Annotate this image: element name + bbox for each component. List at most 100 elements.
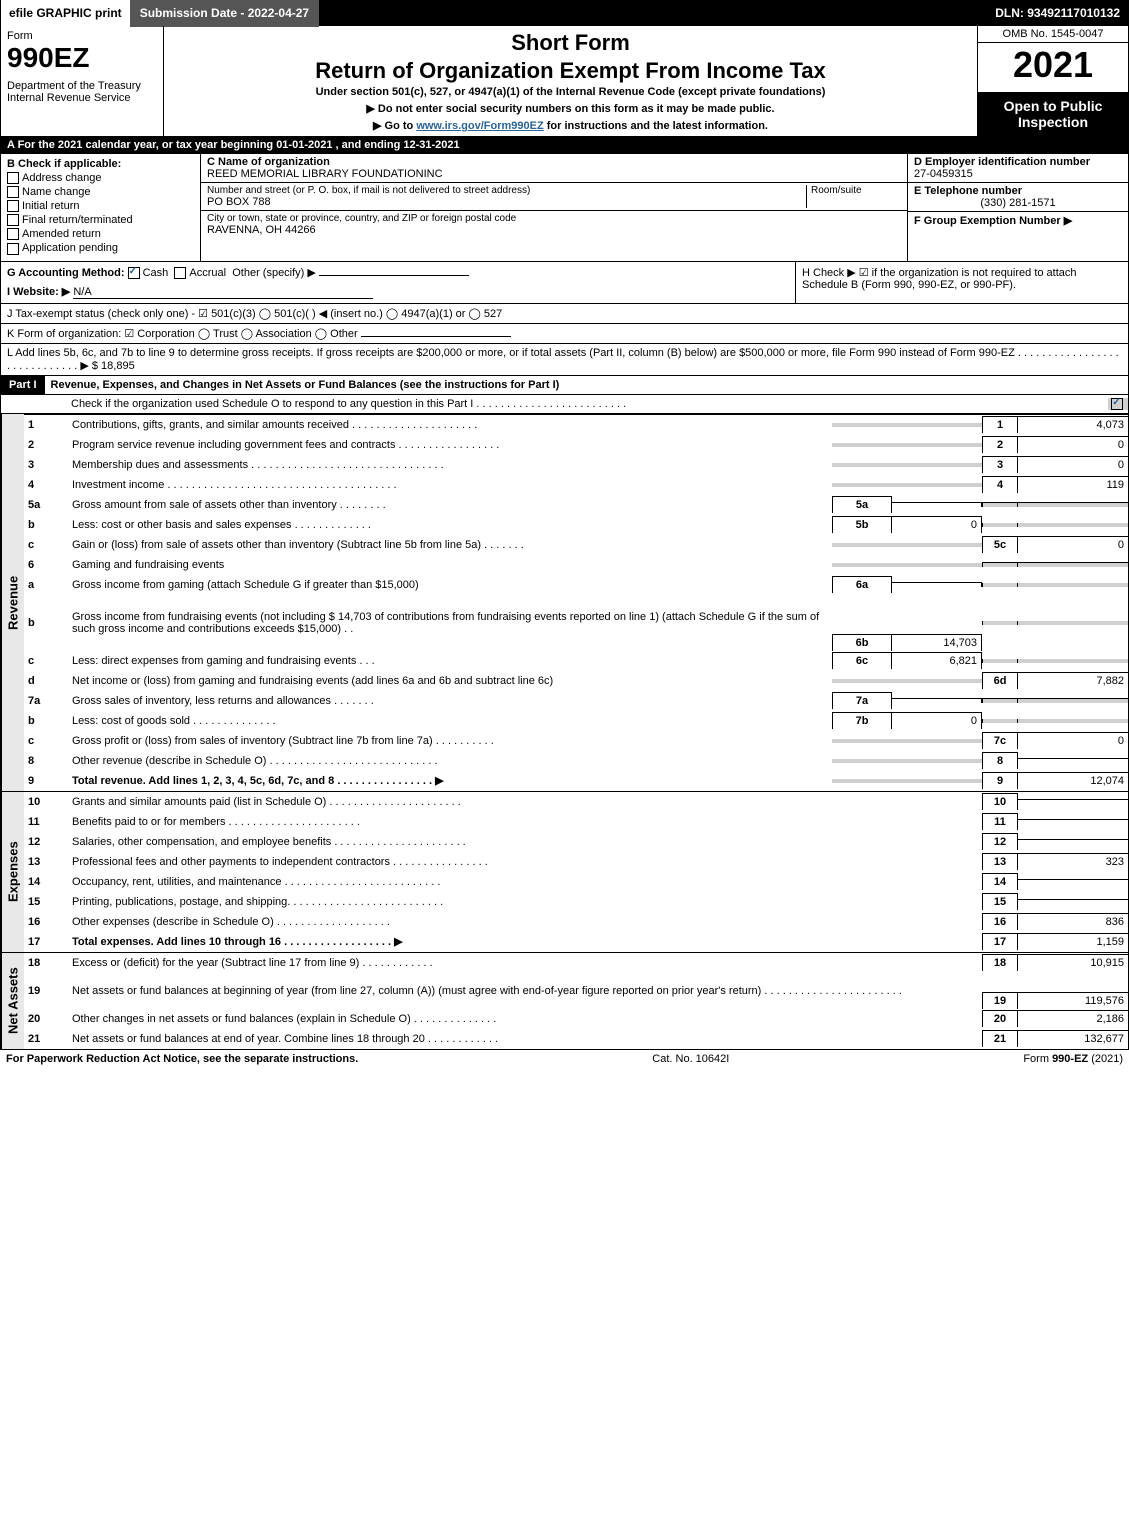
org-name-label: C Name of organization xyxy=(207,156,901,168)
section-b-title: B Check if applicable: xyxy=(7,158,194,170)
line-15: 15 Printing, publications, postage, and … xyxy=(24,892,1128,912)
tel-label: E Telephone number xyxy=(914,185,1122,197)
ein-label: D Employer identification number xyxy=(914,156,1122,168)
tax-year: 2021 xyxy=(978,43,1128,87)
line-7c: c Gross profit or (loss) from sales of i… xyxy=(24,731,1128,751)
omb-number: OMB No. 1545-0047 xyxy=(978,26,1128,43)
section-d-e-f: D Employer identification number 27-0459… xyxy=(908,154,1128,261)
line-7a: 7a Gross sales of inventory, less return… xyxy=(24,691,1128,711)
revenue-table: Revenue 1 Contributions, gifts, grants, … xyxy=(0,414,1129,792)
efile-print-label[interactable]: efile GRAPHIC print xyxy=(1,0,130,27)
section-a-tax-year: A For the 2021 calendar year, or tax yea… xyxy=(0,137,1129,154)
accrual-label: Accrual xyxy=(189,267,226,279)
room-label: Room/suite xyxy=(811,185,901,196)
cat-number: Cat. No. 10642I xyxy=(652,1053,729,1065)
dln-number: DLN: 93492117010132 xyxy=(987,4,1128,22)
netassets-table: Net Assets 18 Excess or (deficit) for th… xyxy=(0,953,1129,1050)
efile-topbar: efile GRAPHIC print Submission Date - 20… xyxy=(0,0,1129,26)
cash-label: Cash xyxy=(143,267,169,279)
part1-schedule-o-checkbox[interactable] xyxy=(1108,398,1128,410)
accounting-method-label: G Accounting Method: xyxy=(7,267,125,279)
form-meta-block: OMB No. 1545-0047 2021 Open to Public In… xyxy=(977,26,1128,136)
paperwork-notice: For Paperwork Reduction Act Notice, see … xyxy=(6,1053,358,1065)
section-l-gross-receipts: L Add lines 5b, 6c, and 7b to line 9 to … xyxy=(0,344,1129,376)
line-3: 3 Membership dues and assessments . . . … xyxy=(24,455,1128,475)
chk-initial-return[interactable]: Initial return xyxy=(7,200,194,212)
other-org-input[interactable] xyxy=(361,336,511,337)
form-header: Form 990EZ Department of the Treasury In… xyxy=(0,26,1129,137)
section-g-h: G Accounting Method: Cash Accrual Other … xyxy=(0,262,1129,304)
line-17: 17 Total expenses. Add lines 10 through … xyxy=(24,932,1128,952)
line-6d: d Net income or (loss) from gaming and f… xyxy=(24,671,1128,691)
goto-post: for instructions and the latest informat… xyxy=(544,120,768,132)
line-8: 8 Other revenue (describe in Schedule O)… xyxy=(24,751,1128,771)
line-16: 16 Other expenses (describe in Schedule … xyxy=(24,912,1128,932)
line-1-val: 4,073 xyxy=(1018,416,1128,433)
line-1-num: 1 xyxy=(24,417,68,433)
part1-check-text: Check if the organization used Schedule … xyxy=(1,395,1108,413)
submission-date: Submission Date - 2022-04-27 xyxy=(130,0,319,27)
line-10: 10 Grants and similar amounts paid (list… xyxy=(24,792,1128,812)
form-number: 990EZ xyxy=(7,42,157,74)
line-12: 12 Salaries, other compensation, and emp… xyxy=(24,832,1128,852)
ein-value: 27-0459315 xyxy=(914,168,1122,180)
org-name: REED MEMORIAL LIBRARY FOUNDATIONINC xyxy=(207,168,901,180)
do-not-enter-ssn: ▶ Do not enter social security numbers o… xyxy=(168,102,973,115)
chk-name-change[interactable]: Name change xyxy=(7,186,194,198)
city-label: City or town, state or province, country… xyxy=(207,213,901,224)
line-11: 11 Benefits paid to or for members . . .… xyxy=(24,812,1128,832)
section-c-org: C Name of organization REED MEMORIAL LIB… xyxy=(201,154,908,261)
irs-label: Internal Revenue Service xyxy=(7,92,157,104)
section-h: H Check ▶ ☑ if the organization is not r… xyxy=(795,262,1128,303)
org-info-grid: B Check if applicable: Address change Na… xyxy=(0,154,1129,262)
chk-final-return[interactable]: Final return/terminated xyxy=(7,214,194,226)
group-exemption-label: F Group Exemption Number ▶ xyxy=(914,214,1122,227)
revenue-side-label: Revenue xyxy=(1,414,24,791)
line-4: 4 Investment income . . . . . . . . . . … xyxy=(24,475,1128,495)
form-id-block: Form 990EZ Department of the Treasury In… xyxy=(1,26,164,136)
line-21: 21 Net assets or fund balances at end of… xyxy=(24,1029,1128,1049)
open-public-badge: Open to Public Inspection xyxy=(978,92,1128,136)
other-specify-label: Other (specify) ▶ xyxy=(232,267,316,279)
chk-application-pending[interactable]: Application pending xyxy=(7,242,194,254)
street-label: Number and street (or P. O. box, if mail… xyxy=(207,185,806,196)
line-14: 14 Occupancy, rent, utilities, and maint… xyxy=(24,872,1128,892)
form-ref: Form 990-EZ (2021) xyxy=(1023,1053,1123,1065)
section-g: G Accounting Method: Cash Accrual Other … xyxy=(1,262,795,303)
form-title-block: Short Form Return of Organization Exempt… xyxy=(164,26,977,136)
line-19: 19 Net assets or fund balances at beginn… xyxy=(24,973,1128,1009)
irs-link[interactable]: www.irs.gov/Form990EZ xyxy=(416,120,543,132)
goto-pre: ▶ Go to xyxy=(373,120,416,132)
line-5b: b Less: cost or other basis and sales ex… xyxy=(24,515,1128,535)
section-k-text: K Form of organization: ☑ Corporation ◯ … xyxy=(7,328,358,340)
line-13: 13 Professional fees and other payments … xyxy=(24,852,1128,872)
chk-amended-return[interactable]: Amended return xyxy=(7,228,194,240)
expenses-table: Expenses 10 Grants and similar amounts p… xyxy=(0,792,1129,953)
dept-treasury: Department of the Treasury xyxy=(7,80,157,92)
other-specify-input[interactable] xyxy=(319,275,469,276)
website-label: I Website: ▶ xyxy=(7,286,70,298)
line-6c: c Less: direct expenses from gaming and … xyxy=(24,651,1128,671)
form-label: Form xyxy=(7,30,157,42)
line-18: 18 Excess or (deficit) for the year (Sub… xyxy=(24,953,1128,973)
section-b-checkboxes: B Check if applicable: Address change Na… xyxy=(1,154,201,261)
website-value: N/A xyxy=(73,286,373,299)
chk-address-change[interactable]: Address change xyxy=(7,172,194,184)
line-6b: b Gross income from fundraising events (… xyxy=(24,595,1128,651)
line-20: 20 Other changes in net assets or fund b… xyxy=(24,1009,1128,1029)
tel-value: (330) 281-1571 xyxy=(914,197,1122,209)
line-1-desc: Contributions, gifts, grants, and simila… xyxy=(68,417,832,433)
line-9: 9 Total revenue. Add lines 1, 2, 3, 4, 5… xyxy=(24,771,1128,791)
part1-check-row: Check if the organization used Schedule … xyxy=(0,395,1129,414)
part1-badge: Part I xyxy=(1,376,45,394)
part1-header-row: Part I Revenue, Expenses, and Changes in… xyxy=(0,376,1129,395)
expenses-side-label: Expenses xyxy=(1,792,24,952)
line-5c: c Gain or (loss) from sale of assets oth… xyxy=(24,535,1128,555)
chk-accrual[interactable] xyxy=(174,267,186,279)
sub-title: Under section 501(c), 527, or 4947(a)(1)… xyxy=(168,86,973,98)
chk-cash[interactable] xyxy=(128,267,140,279)
main-title: Return of Organization Exempt From Incom… xyxy=(168,58,973,84)
goto-irs-line: ▶ Go to www.irs.gov/Form990EZ for instru… xyxy=(168,119,973,132)
line-6a: a Gross income from gaming (attach Sched… xyxy=(24,575,1128,595)
line-2: 2 Program service revenue including gove… xyxy=(24,435,1128,455)
